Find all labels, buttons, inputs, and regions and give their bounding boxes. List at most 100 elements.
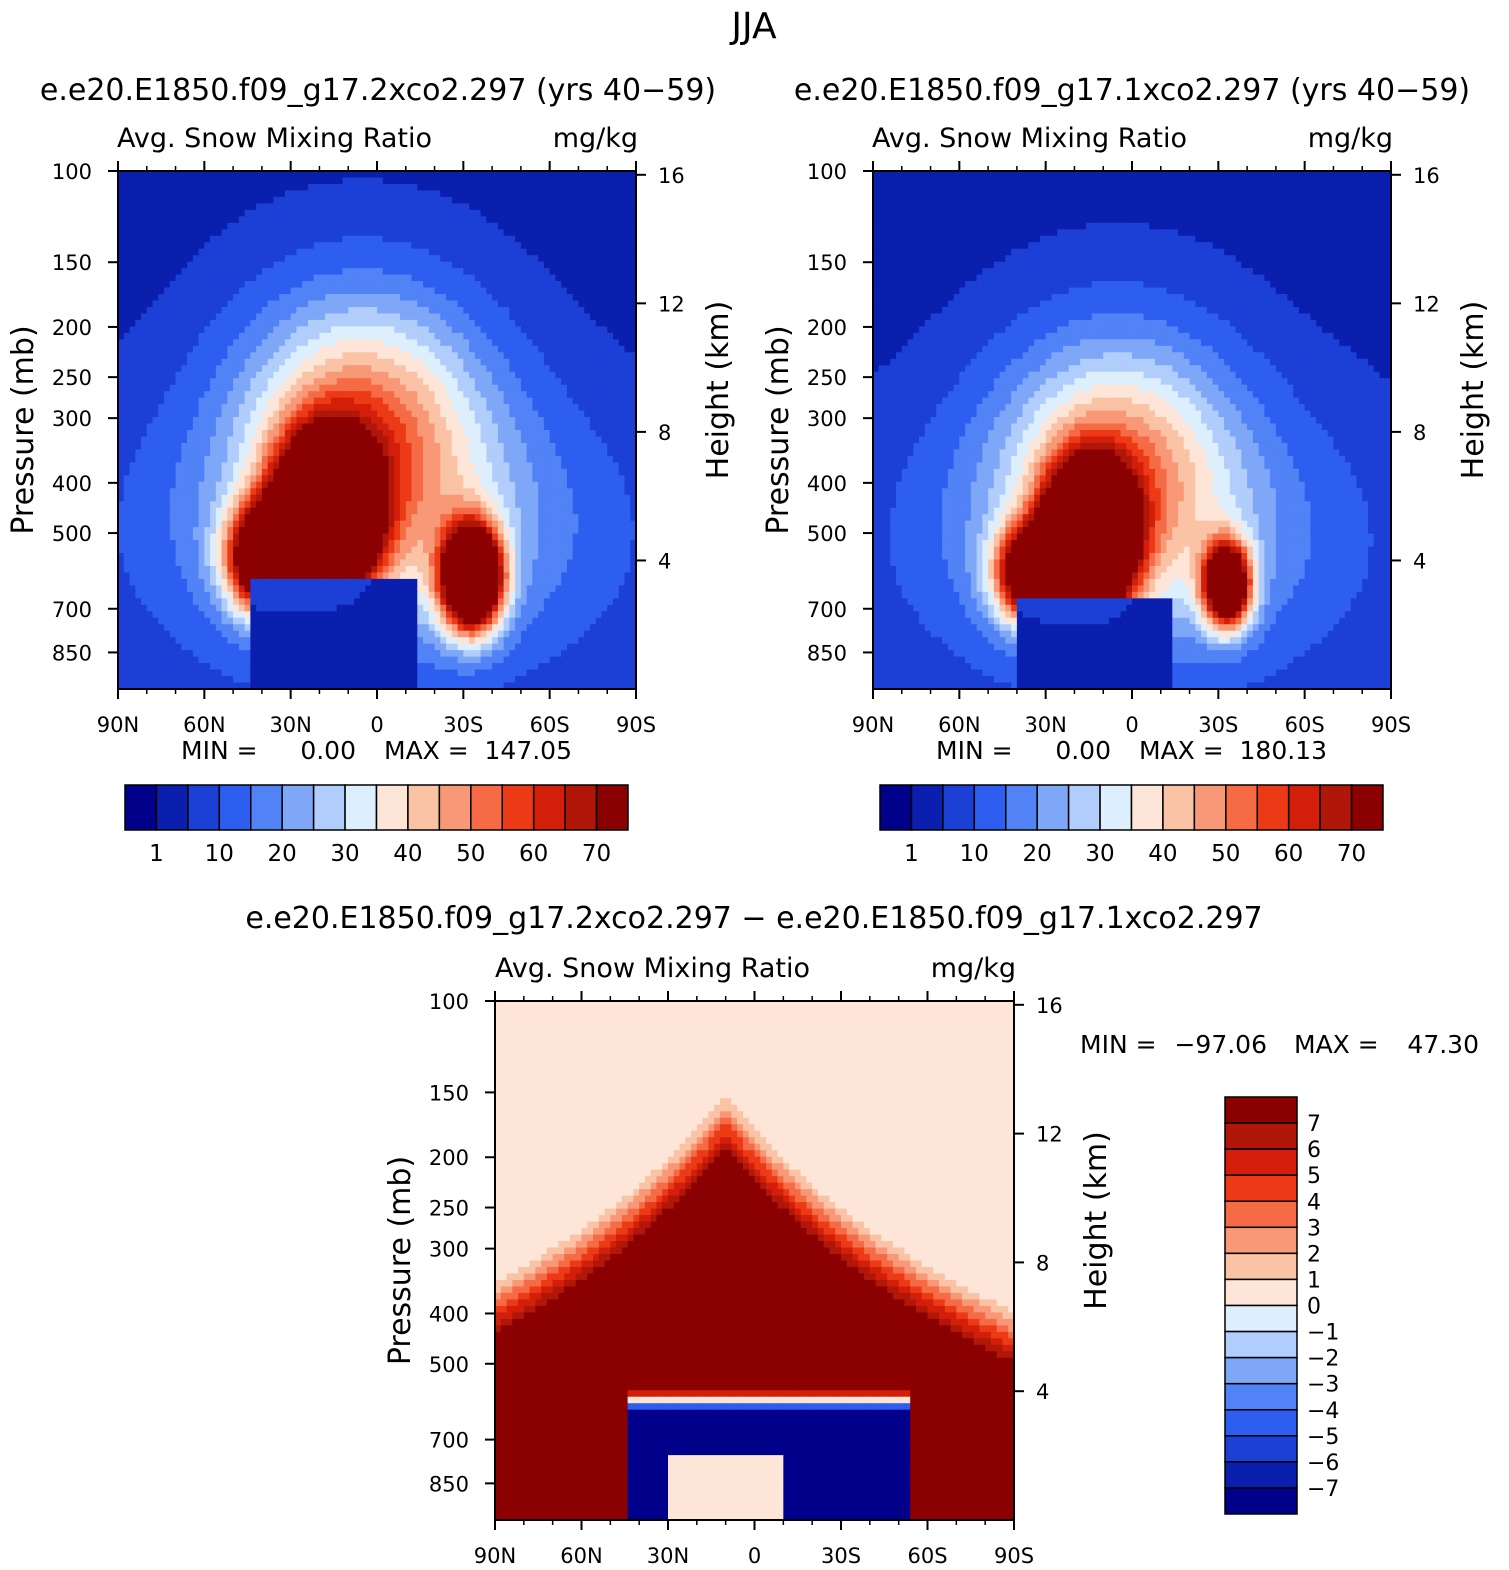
field-cell — [573, 320, 579, 327]
field-cell — [268, 346, 274, 353]
field-cell — [590, 411, 596, 418]
field-cell — [624, 184, 630, 191]
field-cell — [262, 262, 268, 269]
field-cell — [296, 223, 302, 230]
field-cell — [389, 424, 395, 431]
field-cell — [262, 177, 268, 184]
field-cell — [216, 417, 222, 424]
field-cell — [360, 365, 366, 372]
field-cell — [210, 482, 216, 489]
field-cell — [446, 411, 452, 418]
field-cell — [181, 320, 187, 327]
field-cell — [619, 320, 625, 327]
field-cell — [308, 398, 314, 405]
field-cell — [147, 521, 153, 528]
field-cell — [504, 197, 510, 204]
field-cell — [446, 346, 452, 353]
field-cell — [377, 372, 383, 379]
field-cell — [354, 210, 360, 217]
field-cell — [153, 275, 159, 282]
field-cell — [256, 443, 262, 450]
field-cell — [584, 488, 590, 495]
field-cell — [521, 242, 527, 249]
field-cell — [124, 197, 130, 204]
field-cell — [308, 313, 314, 320]
field-cell — [446, 359, 452, 366]
field-cell — [400, 521, 406, 528]
field-cell — [555, 424, 561, 431]
field-cell — [164, 385, 170, 392]
field-cell — [492, 171, 498, 178]
field-cell — [273, 326, 279, 333]
field-cell — [469, 307, 475, 314]
field-cell — [193, 307, 199, 314]
field-cell — [302, 501, 308, 508]
field-cell — [193, 469, 199, 476]
field-cell — [590, 288, 596, 295]
field-cell — [538, 281, 544, 288]
field-cell — [296, 210, 302, 217]
field-cell — [187, 301, 193, 308]
field-cell — [337, 242, 343, 249]
field-cell — [475, 326, 481, 333]
field-cell — [371, 242, 377, 249]
field-cell — [302, 411, 308, 418]
field-cell — [256, 469, 262, 476]
field-cell — [371, 281, 377, 288]
field-cell — [429, 294, 435, 301]
field-cell — [308, 236, 314, 243]
field-cell — [250, 430, 256, 437]
field-cell — [291, 527, 297, 534]
field-cell — [394, 210, 400, 217]
field-cell — [216, 326, 222, 333]
field-cell — [619, 469, 625, 476]
field-cell — [469, 404, 475, 411]
field-cell — [417, 404, 423, 411]
field-cell — [164, 436, 170, 443]
field-cell — [498, 359, 504, 366]
field-cell — [348, 514, 354, 521]
field-cell — [619, 346, 625, 353]
field-cell — [181, 501, 187, 508]
field-cell — [417, 398, 423, 405]
field-cell — [400, 255, 406, 262]
field-cell — [176, 197, 182, 204]
field-cell — [469, 229, 475, 236]
field-cell — [158, 372, 164, 379]
field-cell — [273, 475, 279, 482]
field-cell — [227, 469, 233, 476]
field-cell — [417, 449, 423, 456]
field-cell — [170, 475, 176, 482]
field-cell — [141, 249, 147, 256]
field-cell — [147, 255, 153, 262]
field-cell — [504, 171, 510, 178]
field-cell — [469, 203, 475, 210]
field-cell — [302, 482, 308, 489]
field-cell — [279, 268, 285, 275]
field-cell — [135, 249, 141, 256]
field-cell — [469, 372, 475, 379]
field-cell — [527, 417, 533, 424]
field-cell — [463, 398, 469, 405]
field-cell — [383, 521, 389, 528]
field-cell — [319, 417, 325, 424]
field-cell — [141, 313, 147, 320]
field-cell — [319, 281, 325, 288]
field-cell — [216, 430, 222, 437]
field-cell — [440, 352, 446, 359]
field-cell — [285, 333, 291, 340]
field-cell — [164, 236, 170, 243]
field-cell — [440, 190, 446, 197]
field-cell — [573, 417, 579, 424]
field-cell — [233, 527, 239, 534]
field-cell — [509, 249, 515, 256]
field-cell — [532, 495, 538, 502]
field-cell — [406, 242, 412, 249]
field-cell — [440, 301, 446, 308]
field-cell — [567, 488, 573, 495]
field-cell — [302, 307, 308, 314]
field-cell — [406, 281, 412, 288]
field-cell — [463, 462, 469, 469]
field-cell — [360, 171, 366, 178]
field-cell — [181, 424, 187, 431]
